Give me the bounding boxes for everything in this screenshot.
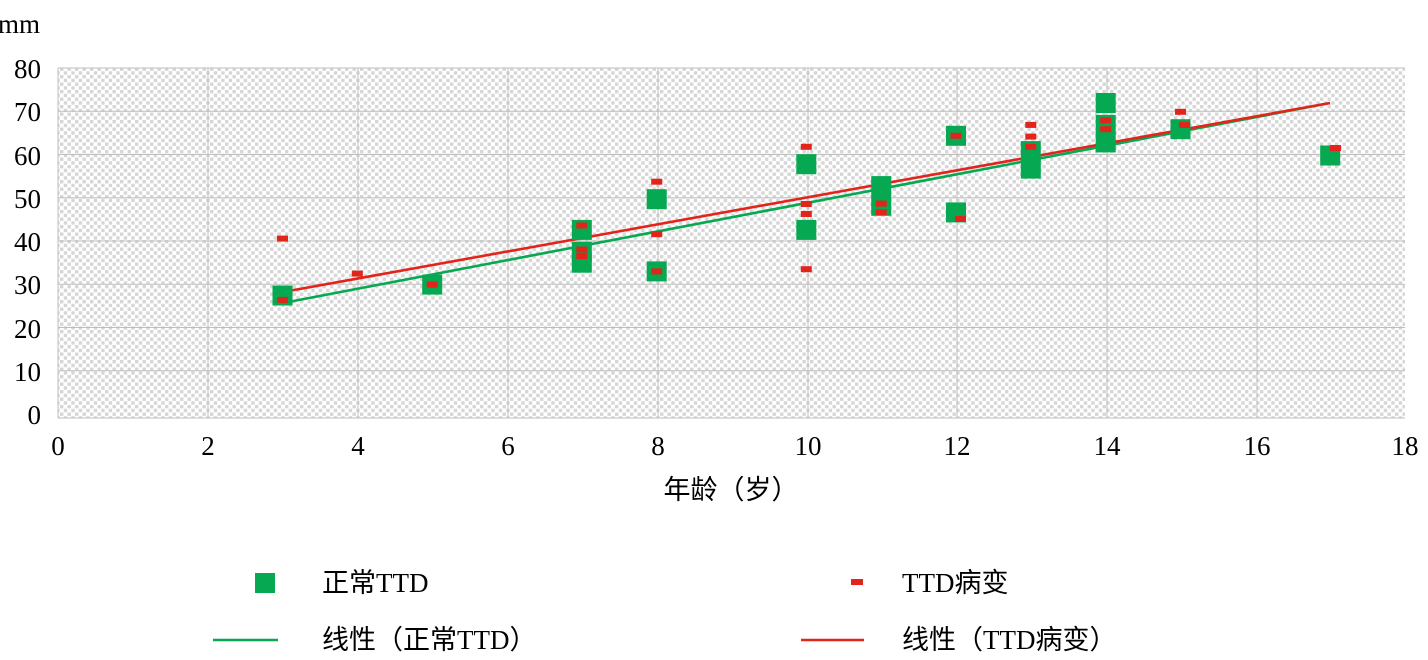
svg-text:10: 10 [14,357,41,387]
svg-text:60: 60 [14,141,41,171]
svg-text:12: 12 [944,431,971,461]
svg-text:6: 6 [501,431,515,461]
svg-text:80: 80 [14,54,41,84]
svg-text:线性（正常TTD）: 线性（正常TTD） [322,625,536,655]
svg-text:18: 18 [1392,431,1419,461]
svg-text:4: 4 [351,431,365,461]
svg-text:线性（TTD病变）: 线性（TTD病变） [902,625,1116,655]
svg-text:0: 0 [28,400,42,430]
svg-text:16: 16 [1244,431,1271,461]
svg-text:TTD病变: TTD病变 [902,568,1008,598]
svg-text:10: 10 [795,431,822,461]
svg-text:70: 70 [14,97,41,127]
svg-text:20: 20 [14,314,41,344]
svg-text:2: 2 [201,431,215,461]
svg-text:正常TTD: 正常TTD [322,568,428,598]
svg-text:50: 50 [14,184,41,214]
svg-text:0: 0 [51,431,65,461]
svg-text:30: 30 [14,270,41,300]
svg-text:8: 8 [651,431,665,461]
svg-text:40: 40 [14,227,41,257]
svg-text:年龄（岁）: 年龄（岁） [664,475,799,505]
svg-text:14: 14 [1094,431,1122,461]
svg-text:mm: mm [0,9,40,39]
